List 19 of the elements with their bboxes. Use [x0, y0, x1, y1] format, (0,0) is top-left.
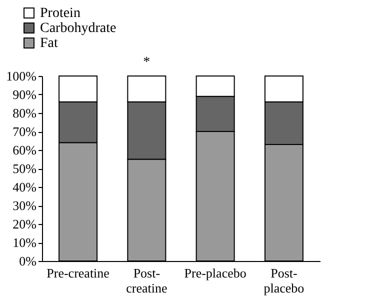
y-tick-label: 20%: [12, 216, 37, 232]
x-tick-label: Pre-creatine: [46, 266, 110, 280]
y-tick-label: 0%: [19, 254, 37, 268]
y-tick-label: 80%: [12, 106, 37, 120]
y-tick-label: 40%: [12, 180, 37, 194]
y-tick-label: 10%: [12, 235, 37, 250]
legend-label: Carbohydrate: [40, 21, 116, 36]
x-tick-label: Post- placebo: [264, 266, 304, 296]
y-tick-label: 90%: [12, 87, 37, 102]
legend-label: Fat: [40, 36, 58, 51]
annotation: *: [143, 55, 150, 70]
y-tick-label: 100%: [6, 68, 37, 84]
x-tick-label: Post- creatine: [126, 266, 168, 296]
x-tick-label: Pre-placebo: [184, 266, 246, 280]
y-tick-label: 70%: [12, 124, 37, 139]
y-tick-label: 30%: [12, 198, 37, 213]
y-tick-label: 60%: [12, 142, 37, 158]
y-tick-label: 50%: [12, 161, 37, 176]
legend-label: Protein: [40, 6, 80, 21]
